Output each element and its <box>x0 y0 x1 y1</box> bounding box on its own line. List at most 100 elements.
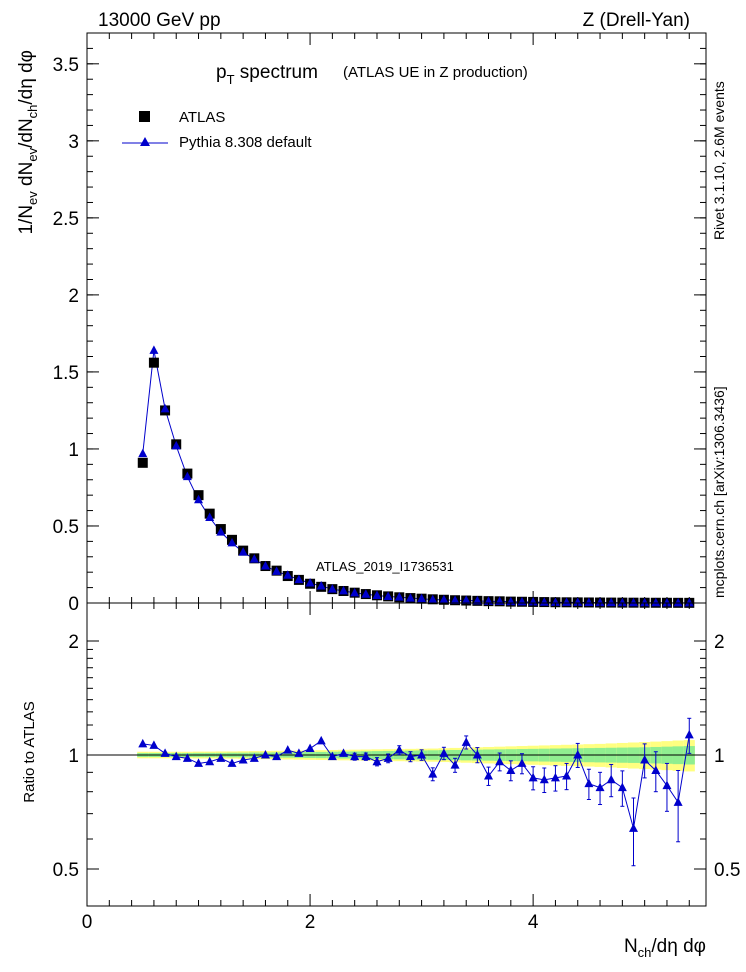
main-ytick-label: 0 <box>68 594 79 615</box>
x-axis-label: Nch/dη dφ <box>624 936 706 960</box>
ratio-point <box>149 740 159 749</box>
ratio-point <box>283 745 293 754</box>
ratio-point <box>606 774 616 784</box>
pythia-point <box>149 345 159 354</box>
ratio-point <box>506 765 516 775</box>
pythia-point <box>138 448 148 458</box>
pythia-point <box>573 597 583 606</box>
pythia-point <box>405 593 415 602</box>
ratio-ytick-label-right: 1 <box>714 746 725 767</box>
main-panel: 0 0.5 1 1.5 2 2.5 3 3.5 <box>53 32 707 615</box>
ratio-point <box>595 782 605 792</box>
main-ytick-label: 3 <box>68 132 79 153</box>
main-ytick-label: 0.5 <box>53 517 79 538</box>
legend: ATLAS Pythia 8.308 default <box>122 109 312 151</box>
ratio-point <box>171 751 181 761</box>
pythia-point <box>272 566 282 575</box>
ratio-point <box>450 760 460 769</box>
pythia-point <box>339 585 349 595</box>
atlas-point <box>137 457 148 468</box>
pythia-point <box>383 591 393 601</box>
ratio-ytick-label: 2 <box>68 632 79 653</box>
pythia-point <box>361 589 371 598</box>
pythia-point <box>562 597 572 606</box>
ratio-ytick-label-right: 0.5 <box>714 860 740 881</box>
ratio-point <box>662 780 672 790</box>
pythia-point <box>662 597 672 607</box>
plot-subtitle: (ATLAS UE in Z production) <box>343 64 528 81</box>
pythia-point <box>171 440 181 450</box>
title-sub: T <box>227 72 235 87</box>
pythia-point <box>372 590 382 599</box>
pythia-point <box>450 595 460 604</box>
ratio-point <box>562 771 572 780</box>
ratio-point <box>205 756 215 766</box>
legend-label-pythia: Pythia 8.308 default <box>179 134 312 151</box>
ratio-point <box>629 823 639 832</box>
ratio-point <box>673 797 683 806</box>
plot-title: pT spectrum <box>216 62 318 87</box>
ratio-point <box>484 771 494 780</box>
ratio-point <box>539 774 549 784</box>
pythia-point <box>249 554 259 563</box>
pythia-point <box>194 494 204 504</box>
main-ytick-label: 3.5 <box>53 55 79 76</box>
pythia-point <box>673 597 683 607</box>
ratio-point <box>160 748 170 757</box>
pythia-point <box>205 512 215 521</box>
ratio-point <box>461 737 471 746</box>
ratio-point <box>305 743 315 753</box>
ratio-point <box>138 738 148 748</box>
pythia-point <box>216 527 226 536</box>
ratio-point <box>584 778 594 788</box>
pythia-point <box>617 597 627 607</box>
ratio-point <box>417 750 427 759</box>
ratio-point <box>573 750 583 759</box>
pythia-point <box>651 597 661 607</box>
main-ytick-label: 2 <box>68 286 79 307</box>
ratio-point <box>550 772 560 782</box>
ratio-point <box>617 782 627 792</box>
ratio-point <box>361 751 371 761</box>
ratio-point <box>472 750 482 759</box>
pythia-point <box>160 403 170 413</box>
pythia-point <box>305 577 315 587</box>
pythia-point <box>472 595 482 605</box>
atlas-point <box>148 357 159 368</box>
title-rest: spectrum <box>235 62 318 83</box>
main-ylabel: 1/Nev dNev/dNch/dη dφ <box>16 50 40 235</box>
ratio-point <box>394 745 404 754</box>
pythia-point <box>350 587 360 597</box>
ratio-point <box>651 765 661 775</box>
ratio-ylabel: Ratio to ATLAS <box>21 701 38 802</box>
ratio-xtick-label: 0 <box>82 912 93 933</box>
rivet-label: Rivet 3.1.10, 2.6M events <box>711 81 727 240</box>
ratio-panel: 0.5 0.5 1 1 2 2 0 2 4 <box>53 602 740 933</box>
legend-marker-atlas <box>139 111 150 122</box>
ratio-point <box>327 751 337 761</box>
pythia-point <box>394 592 404 601</box>
ratio-point <box>316 735 326 745</box>
ratio-point <box>428 769 438 778</box>
ratio-point <box>405 751 415 761</box>
pythia-point <box>182 471 192 481</box>
main-ytick-label: 2.5 <box>53 209 79 230</box>
ratio-point <box>383 753 393 762</box>
ratio-point <box>495 756 505 766</box>
pythia-point <box>640 597 650 607</box>
legend-label-atlas: ATLAS <box>179 109 225 126</box>
pythia-point <box>439 594 449 604</box>
pythia-point <box>539 597 549 606</box>
header-right: Z (Drell-Yan) <box>583 10 690 31</box>
ratio-point <box>372 756 382 766</box>
title-p: p <box>216 62 227 83</box>
main-ytick-label: 1.5 <box>53 363 79 384</box>
pythia-point <box>461 595 471 604</box>
ratio-point <box>684 729 694 739</box>
ratio-point <box>227 758 237 767</box>
pythia-point <box>283 570 293 579</box>
ratio-point <box>517 758 527 767</box>
ratio-point <box>249 753 259 762</box>
ratio-ytick-label: 1 <box>68 746 79 767</box>
pythia-point <box>595 597 605 607</box>
